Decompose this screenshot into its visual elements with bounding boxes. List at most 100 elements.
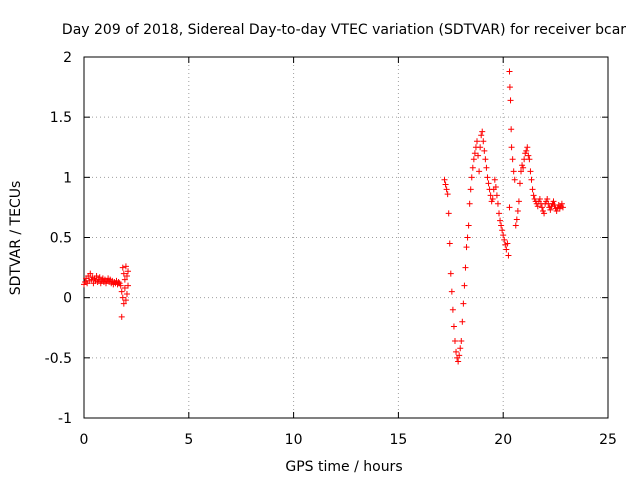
- data-point: [465, 222, 472, 229]
- data-point: [544, 195, 551, 202]
- data-point: [115, 279, 122, 286]
- axis-ticks: 0 5 10 15 20 25 -1 -0.5 0 0.5 1 1.5 2: [45, 50, 617, 448]
- data-point: [457, 345, 464, 352]
- data-point: [451, 337, 458, 344]
- data-point: [117, 282, 124, 289]
- data-point: [474, 138, 480, 145]
- data-point: [469, 164, 476, 171]
- data-point: [467, 186, 474, 193]
- data-point: [509, 156, 516, 163]
- data-point: [478, 132, 485, 139]
- data-point: [462, 264, 469, 271]
- y-axis-label: SDTVAR / TECUs: [8, 181, 24, 296]
- x-tick-label: 25: [599, 432, 617, 448]
- data-point: [499, 227, 506, 234]
- data-point: [515, 198, 522, 205]
- data-point: [93, 273, 100, 280]
- data-point: [477, 144, 484, 151]
- data-point: [530, 192, 537, 199]
- data-point: [479, 128, 486, 135]
- data-point: [87, 270, 94, 277]
- data-point: [553, 208, 560, 215]
- data-point: [447, 270, 454, 277]
- data-point: [480, 138, 487, 145]
- data-point: [524, 144, 531, 151]
- grid-lines: [84, 57, 608, 418]
- data-point: [508, 126, 515, 133]
- data-point: [489, 195, 496, 202]
- x-tick-label: 0: [80, 432, 89, 448]
- data-point: [461, 282, 468, 289]
- data-point: [118, 313, 125, 320]
- data-point: [494, 200, 501, 207]
- data-point: [520, 164, 527, 171]
- data-point: [500, 232, 507, 239]
- data-point: [450, 323, 457, 330]
- data-point: [518, 168, 525, 175]
- data-point: [125, 282, 132, 289]
- data-point: [442, 181, 449, 188]
- data-point: [458, 337, 465, 344]
- data-point: [468, 174, 475, 181]
- data-point: [496, 210, 503, 217]
- data-point: [122, 263, 129, 270]
- data-point: [445, 210, 452, 217]
- data-point: [456, 352, 463, 359]
- data-point: [118, 288, 125, 295]
- x-axis-label: GPS time / hours: [285, 459, 402, 475]
- data-point: [121, 276, 128, 283]
- data-point: [526, 156, 533, 163]
- data-point: [536, 195, 543, 202]
- data-point: [446, 240, 453, 247]
- data-point: [513, 216, 520, 223]
- data-points: [81, 68, 566, 365]
- y-tick-label: -1: [58, 411, 72, 427]
- data-point: [441, 176, 448, 183]
- data-point: [506, 84, 513, 91]
- data-point: [506, 204, 513, 211]
- data-point: [453, 348, 460, 355]
- data-point: [459, 318, 466, 325]
- y-tick-label: 1: [63, 170, 72, 186]
- data-point: [505, 252, 512, 259]
- data-point: [523, 147, 530, 154]
- data-point: [514, 208, 521, 215]
- data-point: [484, 174, 491, 181]
- y-tick-label: 0: [63, 291, 72, 307]
- data-point: [541, 210, 548, 217]
- data-point: [534, 203, 541, 210]
- data-point: [96, 274, 103, 281]
- data-point: [485, 180, 492, 187]
- data-point: [481, 147, 488, 154]
- data-point: [506, 68, 513, 75]
- data-point: [498, 222, 505, 229]
- data-point: [529, 186, 536, 193]
- data-point: [493, 192, 500, 199]
- data-point: [511, 176, 518, 183]
- data-point: [460, 300, 467, 307]
- data-point: [123, 291, 130, 298]
- data-point: [125, 268, 132, 275]
- x-tick-label: 15: [389, 432, 407, 448]
- data-point: [516, 180, 523, 187]
- data-point: [482, 156, 489, 163]
- data-point: [448, 288, 455, 295]
- x-tick-label: 20: [494, 432, 512, 448]
- data-point: [492, 183, 499, 190]
- data-point: [497, 217, 504, 224]
- data-point: [470, 156, 477, 163]
- data-point: [444, 191, 451, 198]
- data-point: [504, 240, 511, 247]
- data-point: [464, 234, 471, 241]
- data-point: [558, 200, 565, 207]
- x-tick-label: 5: [184, 432, 193, 448]
- data-point: [449, 306, 456, 313]
- data-point: [510, 168, 517, 175]
- data-point: [501, 236, 508, 243]
- data-point: [512, 222, 519, 229]
- y-tick-label: 2: [63, 50, 72, 66]
- data-point: [525, 152, 532, 159]
- data-point: [547, 206, 554, 213]
- chart-title: Day 209 of 2018, Sidereal Day-to-day VTE…: [62, 22, 626, 38]
